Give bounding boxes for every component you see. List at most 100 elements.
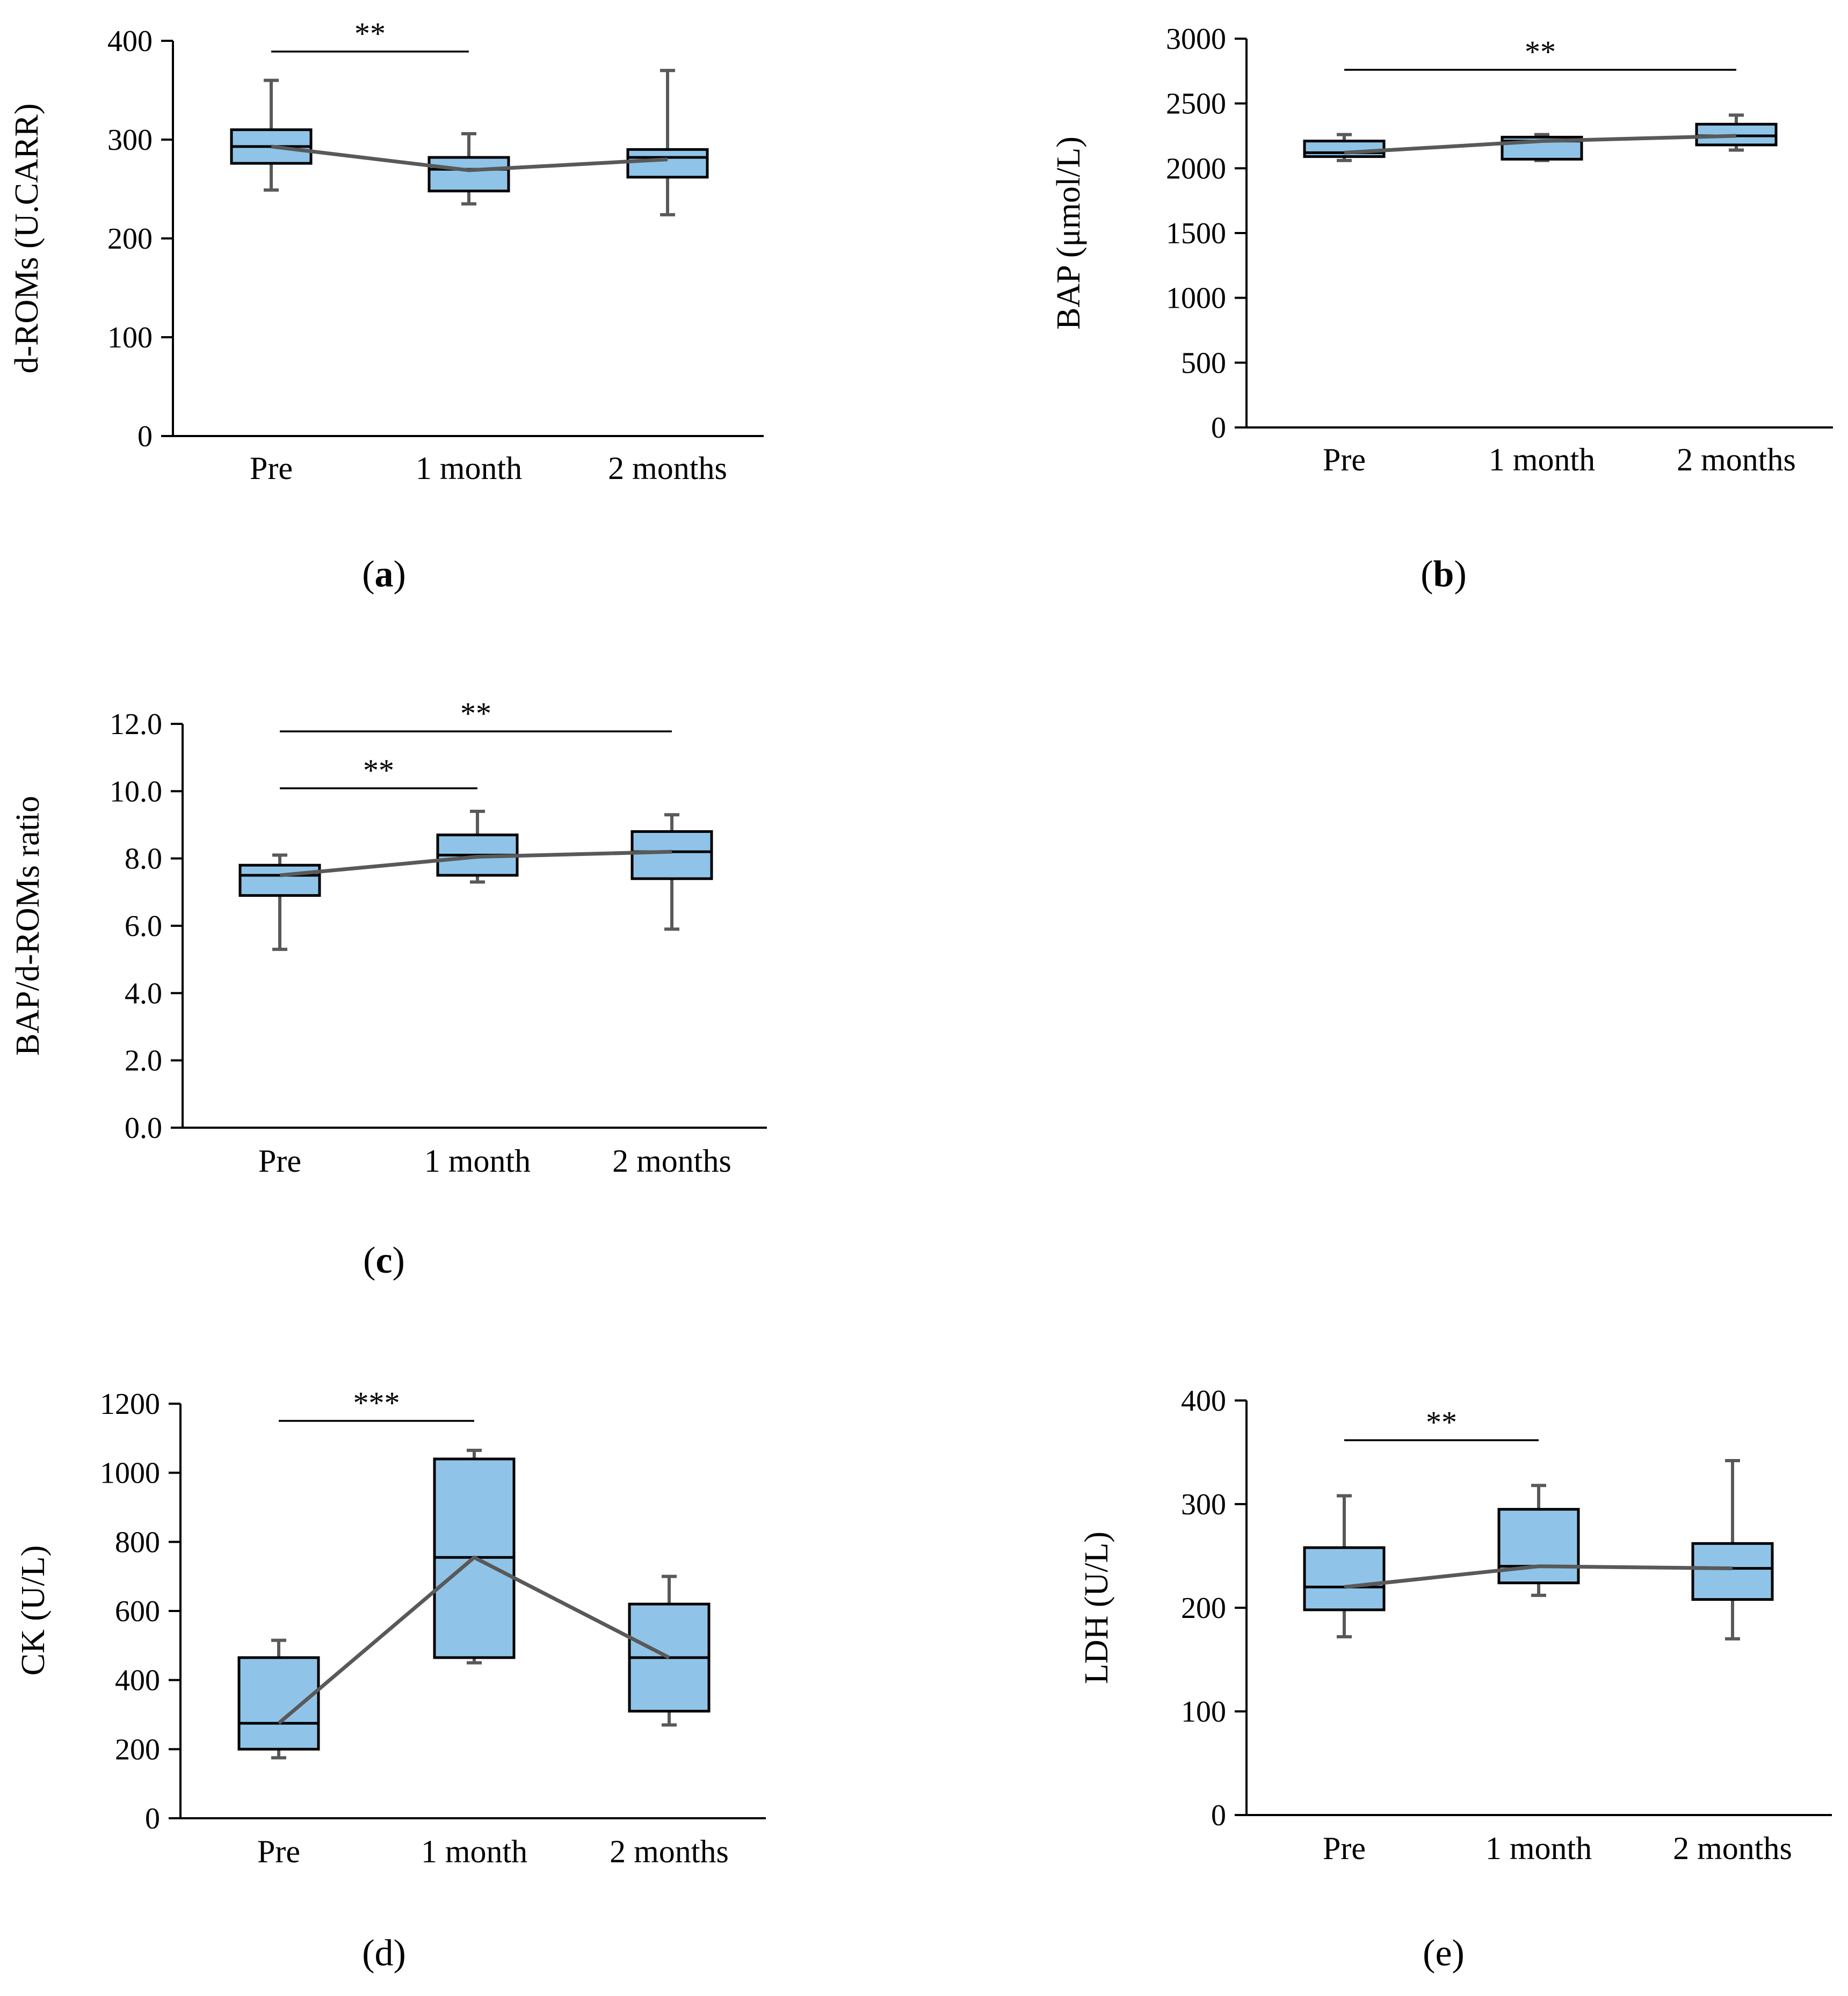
y-axis-label: LDH (U/L) [1078,1532,1115,1684]
y-tick-label: 300 [1181,1488,1226,1521]
x-tick-label: Pre [1323,1831,1366,1866]
y-tick-label: 4.0 [125,977,162,1010]
trend-line [279,850,672,877]
y-tick-label: 0 [137,420,153,453]
box-iqr [238,863,321,897]
panel-label-letter: d [375,1933,394,1974]
y-tick-label: 0 [1211,411,1226,445]
y-tick-label: 2000 [1166,152,1226,185]
box-iqr [427,156,510,193]
box-1 [238,853,321,951]
trend-line [277,1555,670,1725]
x-tick-label: 2 months [612,1143,731,1179]
y-tick-label: 200 [107,222,153,256]
box-3 [1695,113,1778,152]
box-1 [230,78,313,192]
y-tick-label: 0 [1211,1799,1226,1832]
y-tick-label: 400 [1181,1384,1226,1418]
trend-line [1344,1564,1733,1589]
x-tick-label: Pre [250,451,293,486]
panel-label-letter: e [1435,1933,1452,1974]
box-3 [631,813,713,931]
y-tick-label: 3000 [1166,23,1226,56]
box-iqr [237,1656,320,1751]
y-tick-label: 1000 [100,1457,160,1490]
x-tick-label: 2 months [610,1834,729,1869]
x-tick-label: 1 month [424,1143,531,1179]
box-iqr [1497,1508,1580,1585]
x-tick-label: Pre [257,1834,300,1869]
significance-label: ** [354,16,386,51]
chart-panel-d: 0 200 400 600 800 1000 1200 CK (U/L) Pre 1 month 2… [15,1385,766,1974]
significance-label: ** [1426,1405,1457,1440]
panel-label-close: ) [394,1933,406,1974]
y-tick-label: 400 [115,1664,160,1697]
box-2 [427,132,510,206]
significance-label: ** [460,696,491,731]
trend-line [1344,134,1737,155]
y-tick-label: 2500 [1166,88,1226,121]
box-iqr [626,148,709,179]
panel-label-letter: c [375,1240,392,1281]
y-tick-label: 800 [115,1526,160,1559]
x-tick-label: 2 months [608,451,727,486]
box-iqr [1303,140,1386,158]
panel-label: (c) [363,1240,405,1281]
box-iqr [1691,1542,1774,1601]
box-2 [436,809,519,884]
chart-panel-c: 0.0 2.0 4.0 6.0 8.0 10.0 12.0 BAP/d-ROMs ratio P… [10,696,767,1281]
y-tick-label: 100 [1181,1695,1226,1729]
panel-label: (d) [362,1933,406,1974]
y-tick-label: 2.0 [125,1044,162,1078]
box-iqr [1303,1546,1386,1612]
panel-label: (a) [362,554,406,595]
box-3 [628,1574,711,1727]
y-axis-label: d-ROMs (U.CARR) [9,104,45,374]
panel-label-open: ( [363,1240,375,1281]
significance-label: *** [353,1385,400,1420]
box-3 [1691,1458,1774,1641]
x-tick-label: Pre [258,1143,301,1179]
panel-label-open: ( [362,554,374,595]
x-tick-label: 1 month [1485,1831,1592,1866]
y-tick-label: 1200 [100,1388,160,1421]
panel-label-letter: a [375,554,394,595]
y-tick-label: 6.0 [125,910,162,943]
y-tick-label: 300 [107,124,153,157]
box-1 [1303,1494,1386,1639]
significance-label: ** [1525,34,1556,69]
trend-line [271,144,668,172]
x-tick-label: 1 month [1489,442,1595,477]
chart-panel-e: 0 100 200 300 400 LDH (U/L) Pre 1 month 2 months… [1078,1384,1832,1974]
x-tick-label: Pre [1323,442,1366,477]
y-tick-label: 200 [1181,1592,1226,1625]
y-axis-label: BAP/d-ROMs ratio [10,796,46,1056]
y-tick-label: 200 [115,1733,160,1766]
chart-panel-a: 0 100 200 300 400 d-ROMs (U.CARR) Pre 1 month 2 … [9,16,764,595]
box-2 [1497,1484,1580,1597]
panel-label-close: ) [393,1240,405,1281]
box-1 [237,1638,320,1760]
chart-panel-b: 0 500 1000 1500 2000 2500 3000 BAP (μmol/L) Pre 1… [1050,23,1833,595]
panel-label: (b) [1421,554,1467,595]
x-tick-label: 1 month [416,451,522,486]
y-tick-label: 0 [145,1802,160,1835]
y-tick-label: 0.0 [125,1112,162,1145]
panel-label-letter: b [1433,554,1454,595]
y-axis-label: BAP (μmol/L) [1050,136,1087,330]
y-tick-label: 10.0 [110,775,162,808]
panel-label-open: ( [1423,1933,1435,1974]
y-tick-label: 8.0 [125,843,162,876]
y-tick-label: 12.0 [110,708,162,741]
x-tick-label: 2 months [1673,1831,1792,1866]
x-tick-label: 2 months [1677,442,1796,477]
y-tick-label: 1500 [1166,217,1226,250]
y-tick-label: 100 [107,321,153,354]
y-tick-label: 500 [1181,346,1226,380]
y-tick-label: 600 [115,1595,160,1628]
y-tick-label: 400 [107,25,153,58]
panel-label-close: ) [1454,554,1466,595]
box-1 [1303,133,1386,162]
panel-label-close: ) [394,554,406,595]
